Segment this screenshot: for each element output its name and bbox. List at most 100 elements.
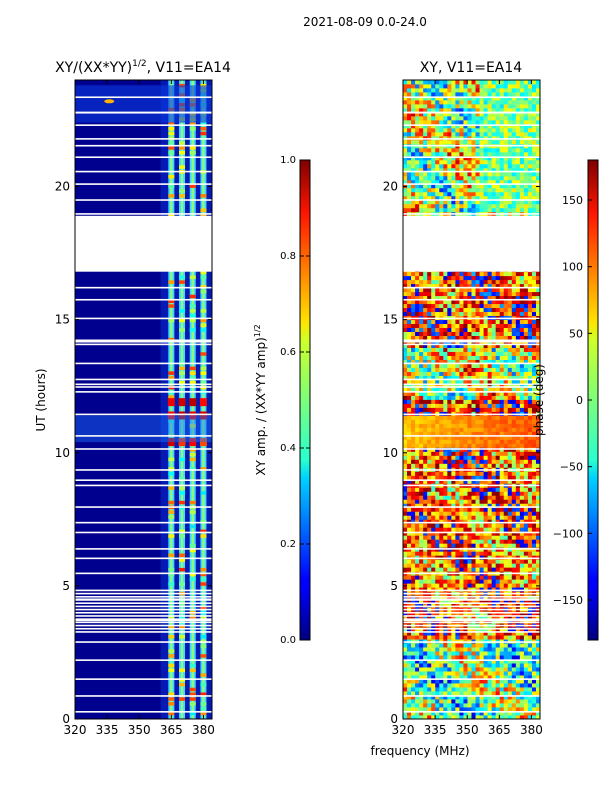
phase-cell [403,415,408,420]
phase-cell [511,299,517,305]
phase-cell [415,187,420,193]
phase-cell [495,691,501,696]
phase-cell [407,703,412,708]
phase-cell [455,443,460,448]
flagged-row [75,611,212,614]
amp-cell [179,146,186,150]
phase-cell [451,583,456,588]
phase-cell [431,659,436,664]
phase-cell [403,451,408,456]
phase-cell [523,351,529,356]
phase-cell [511,559,517,564]
phase-cell [447,579,452,584]
phase-cell [483,383,489,388]
phase-cell [431,287,436,293]
phase-cell [519,703,525,708]
phase-cell [407,175,412,181]
phase-cell [463,391,468,396]
phase-cell [435,375,440,380]
phase-cell [407,487,412,492]
phase-cell [499,643,505,648]
phase-cell [527,359,533,364]
phase-cell [535,391,540,396]
phase-cell [523,343,529,348]
phase-cell [527,415,533,420]
phase-cell [419,443,424,448]
phase-cell [447,199,452,205]
phase-cell [455,479,460,484]
phase-cell [443,207,448,213]
phase-cell [471,427,476,432]
phase-cell [491,351,497,356]
phase-cell [515,311,521,317]
phase-cell [463,351,468,356]
phase-cell [407,663,412,668]
phase-cell [443,355,448,360]
phase-cell [423,191,428,197]
phase-cell [427,207,432,213]
amp-cell [168,194,175,198]
phase-cell [523,455,529,460]
phase-cell [451,599,456,604]
phase-cell [479,531,484,536]
phase-cell [487,511,493,516]
phase-cell [455,203,460,209]
amp-cell [168,553,175,558]
phase-cell [527,207,533,213]
phase-cell [415,391,420,396]
phase-cell [495,487,501,492]
phase-cell [495,199,501,205]
phase-cell [467,503,472,508]
phase-cell [423,519,428,524]
phase-cell [435,299,440,305]
phase-cell [479,707,484,712]
amp-cell [168,376,175,380]
phase-cell [411,423,416,428]
phase-cell [427,691,432,696]
phase-cell [427,179,432,185]
phase-cell [423,707,428,712]
amp-cell [189,294,196,299]
phase-cell [475,295,480,301]
phase-cell [407,375,412,380]
phase-cell [515,527,521,532]
amp-cell [189,304,196,308]
phase-cell [447,303,452,309]
phase-cell [491,487,497,492]
phase-cell [515,359,521,364]
phase-cell [475,683,480,688]
phase-cell [463,643,468,648]
phase-cell [471,507,476,512]
phase-cell [511,539,517,544]
phase-cell [463,471,468,476]
phase-cell [455,359,460,364]
phase-cell [503,199,509,205]
phase-cell [515,495,521,500]
phase-cell [519,555,525,560]
phase-cell [447,431,452,436]
phase-cell [531,403,537,408]
phase-cell [515,551,521,556]
phase-cell [515,691,521,696]
phase-cell [407,659,412,664]
phase-cell [535,343,540,348]
phase-cell [491,187,497,193]
phase-cell [415,183,420,189]
phase-cell [519,347,525,352]
phase-cell [427,423,432,428]
phase-cell [455,355,460,360]
phase-cell [495,699,501,704]
phase-cell [411,687,416,692]
phase-cell [451,271,456,277]
phase-cell [423,459,428,464]
phase-cell [515,631,521,636]
phase-cell [503,575,509,580]
phase-cell [495,495,501,500]
phase-cell [535,423,540,428]
phase-cell [447,367,452,372]
phase-cell [475,695,480,700]
phase-cell [463,523,468,528]
phase-cell [515,363,521,368]
phase-cell [499,295,505,301]
phase-cell [459,695,464,700]
